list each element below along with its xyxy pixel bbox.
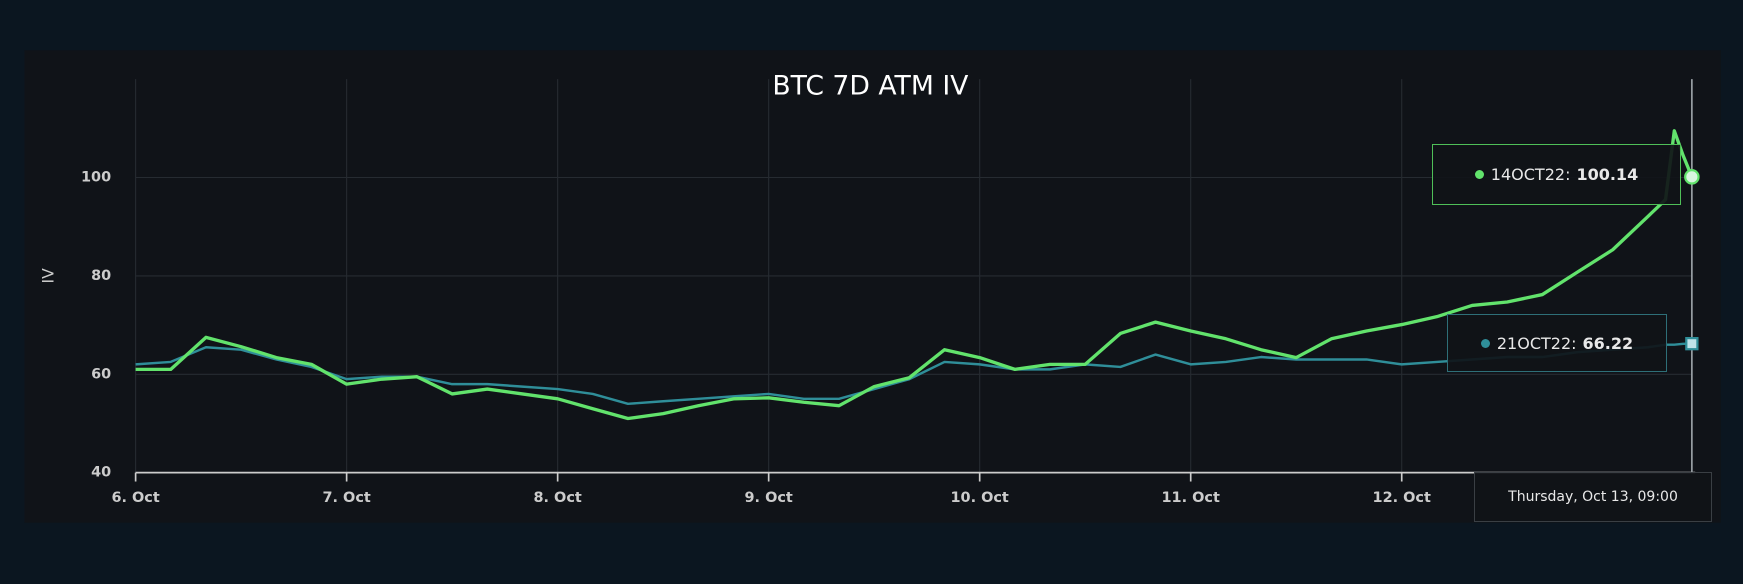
x-tick-label: 12. Oct: [1373, 490, 1431, 506]
x-tick-label: 8. Oct: [534, 490, 582, 506]
tooltip-value: 66.22: [1582, 333, 1634, 353]
chart-title: BTC 7D ATM IV: [772, 70, 969, 101]
tooltip-value: 100.14: [1576, 165, 1639, 184]
x-tick-label: 11. Oct: [1162, 490, 1220, 506]
tooltip-series-0: 14OCT22 100.14: [1432, 144, 1681, 205]
x-tick-label: 10. Oct: [951, 490, 1009, 506]
y-tick-label: 60: [91, 366, 111, 382]
tooltip-series-1: 21OCT22 66.22: [1447, 314, 1667, 372]
hover-marker: [1685, 336, 1699, 351]
y-axis-label: IV: [39, 268, 57, 284]
tooltip-name: 14OCT22: [1491, 165, 1577, 184]
y-tick-label: 80: [91, 268, 111, 284]
x-tick-label: 7. Oct: [322, 490, 370, 506]
crosshair-label: Thursday, Oct 13, 09:00: [1474, 472, 1712, 522]
y-tick-label: 100: [81, 170, 111, 186]
y-tick-label: 40: [91, 465, 111, 481]
series-line: [135, 129, 1694, 421]
hover-marker: [1684, 169, 1700, 185]
tooltip-dot: [1480, 338, 1490, 348]
chart-panel: [24, 50, 1721, 523]
tooltip-dot: [1474, 170, 1484, 179]
tooltip-name: 21OCT22: [1497, 334, 1583, 353]
x-tick-label: 6. Oct: [111, 490, 159, 506]
x-tick-label: 9. Oct: [745, 490, 793, 506]
